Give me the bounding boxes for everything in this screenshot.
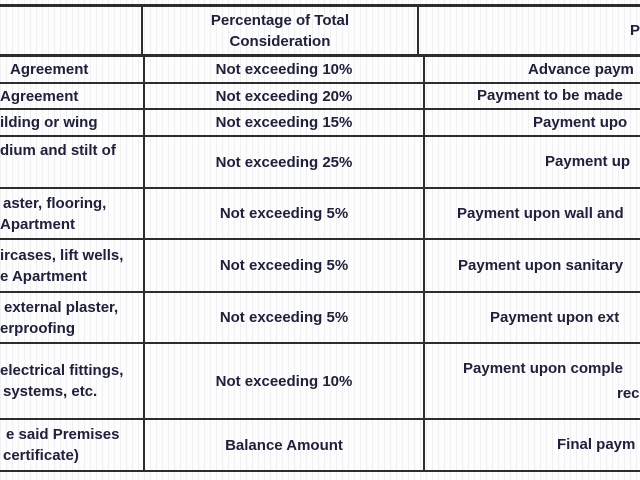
percentage-cell: Not exceeding 5% [145, 189, 425, 238]
percentage-cell: Not exceeding 5% [145, 240, 425, 291]
payment-cell: Payment upon wall and [425, 189, 640, 238]
stage-cell: aster, flooring, Apartment [0, 189, 145, 238]
stage-text: electrical fittings, [0, 362, 124, 379]
stage-cell: external plaster, erproofing [0, 293, 145, 342]
payment-text: Payment up [545, 153, 631, 170]
stage-header-cell [0, 7, 143, 54]
payment-text: Final paym [557, 436, 636, 453]
stage-text: Agreement [0, 87, 79, 105]
payment-text: Payment upon wall and [457, 204, 624, 222]
payment-cell: Payment upo [425, 110, 640, 135]
payment-cell: Payment to be made [425, 84, 640, 108]
payment-text: rec [617, 385, 640, 402]
stage-text: e said Premises [6, 426, 120, 443]
table-header-row: Percentage of Total Consideration P [0, 7, 640, 57]
table-row: dium and stilt of Not exceeding 25% Paym… [0, 137, 640, 189]
percentage-cell: Not exceeding 10% [145, 344, 425, 418]
payment-text: Payment upon ext [490, 308, 620, 326]
table-row: external plaster, erproofing Not exceedi… [0, 293, 640, 344]
stage-cell: ircases, lift wells, e Apartment [0, 240, 145, 291]
percentage-cell: Not exceeding 15% [145, 110, 425, 135]
table-row: ilding or wing Not exceeding 15% Payment… [0, 110, 640, 137]
percentage-cell: Not exceeding 10% [145, 57, 425, 82]
payment-text: Advance paym [528, 60, 634, 78]
stage-cell: Agreement [0, 57, 145, 82]
stage-text: erproofing [0, 319, 75, 337]
stage-text: external plaster, [4, 298, 119, 316]
table-row: e said Premises certificate) Balance Amo… [0, 420, 640, 472]
payment-text: Payment upo [533, 113, 628, 131]
percentage-text: Not exceeding 15% [215, 114, 353, 131]
table-row: aster, flooring, Apartment Not exceeding… [0, 189, 640, 240]
percentage-header-line1: Percentage of Total [210, 11, 350, 29]
table-row: electrical fittings, systems, etc. Not e… [0, 344, 640, 420]
percentage-text: Not exceeding 10% [215, 61, 353, 78]
percentage-text: Not exceeding 5% [219, 205, 349, 222]
stage-cell: e said Premises certificate) [0, 420, 145, 470]
stage-text: aster, flooring, [3, 194, 107, 212]
payment-cell: Final paym [425, 420, 640, 470]
percentage-cell: Not exceeding 5% [145, 293, 425, 342]
percentage-text: Not exceeding 5% [219, 309, 349, 326]
stage-text: Apartment [0, 215, 76, 233]
stage-text: ilding or wing [0, 114, 98, 131]
percentage-cell: Not exceeding 20% [145, 84, 425, 108]
stage-text: certificate) [3, 447, 79, 464]
table-row: Agreement Not exceeding 20% Payment to b… [0, 84, 640, 110]
percentage-cell: Not exceeding 25% [145, 137, 425, 187]
payment-schedule-table: Percentage of Total Consideration P Agre… [0, 4, 640, 472]
percentage-header-line2: Consideration [229, 32, 331, 50]
percentage-header-cell: Percentage of Total Consideration [143, 7, 419, 54]
stage-text: ircases, lift wells, [0, 246, 124, 264]
stage-cell: ilding or wing [0, 110, 145, 135]
payment-text: Payment upon sanitary [458, 256, 624, 274]
percentage-text: Not exceeding 10% [215, 372, 353, 390]
payment-header-cell: P [419, 7, 640, 54]
table-row: ircases, lift wells, e Apartment Not exc… [0, 240, 640, 293]
payment-cell: Payment upon comple rec [425, 344, 640, 418]
stage-text: systems, etc. [3, 383, 98, 400]
stage-text: dium and stilt of [0, 142, 116, 159]
percentage-cell: Balance Amount [145, 420, 425, 470]
stage-cell: electrical fittings, systems, etc. [0, 344, 145, 418]
payment-cell: Payment upon sanitary [425, 240, 640, 291]
payment-cell: Payment upon ext [425, 293, 640, 342]
percentage-text: Not exceeding 5% [219, 257, 349, 274]
percentage-text: Not exceeding 25% [215, 153, 353, 171]
payment-text: Payment to be made [477, 87, 623, 104]
table-row: Agreement Not exceeding 10% Advance paym [0, 57, 640, 84]
stage-cell: Agreement [0, 84, 145, 108]
percentage-text: Not exceeding 20% [215, 87, 353, 105]
payment-header-fragment: P [629, 21, 640, 39]
stage-cell: dium and stilt of [0, 137, 145, 187]
stage-text: Agreement [10, 61, 89, 78]
stage-text: e Apartment [0, 267, 87, 285]
payment-cell: Payment up [425, 137, 640, 187]
payment-text: Payment upon comple [463, 360, 624, 377]
percentage-text: Balance Amount [225, 436, 343, 454]
payment-cell: Advance paym [425, 57, 640, 82]
